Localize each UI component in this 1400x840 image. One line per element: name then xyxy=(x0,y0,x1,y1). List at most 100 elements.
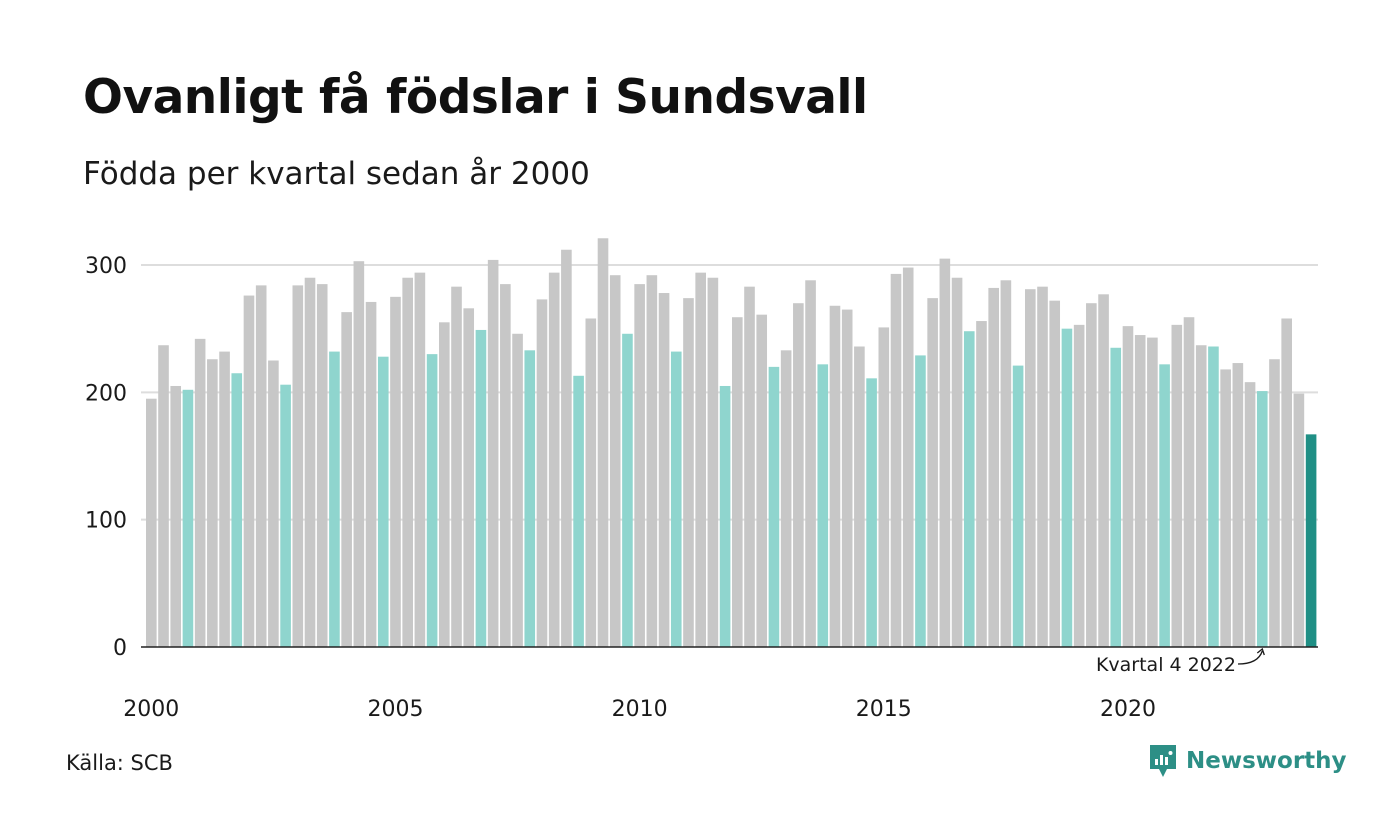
bar xyxy=(805,280,816,647)
bar xyxy=(597,238,609,647)
bar xyxy=(1134,335,1146,647)
y-tick-label: 100 xyxy=(85,509,127,534)
bar xyxy=(915,355,926,647)
bar xyxy=(194,338,206,647)
bar xyxy=(1000,280,1012,647)
bar xyxy=(1220,369,1231,647)
bar xyxy=(219,351,230,647)
y-tick-label: 300 xyxy=(85,254,127,279)
bar xyxy=(1281,318,1292,647)
bar xyxy=(707,277,719,647)
bar xyxy=(500,284,511,647)
source-note: Källa: SCB xyxy=(66,751,173,775)
bar xyxy=(1122,326,1134,647)
bar xyxy=(573,375,584,647)
bar xyxy=(732,317,743,647)
bar xyxy=(1086,303,1097,647)
bar xyxy=(1305,434,1317,647)
bar xyxy=(841,309,853,647)
bar xyxy=(292,285,304,647)
y-tick-label: 200 xyxy=(85,381,127,406)
bar xyxy=(426,354,438,647)
x-tick-label: 2005 xyxy=(367,697,423,722)
bar xyxy=(1098,294,1109,647)
x-tick-label: 2020 xyxy=(1100,697,1156,722)
y-tick-label: 0 xyxy=(113,636,127,661)
bar xyxy=(988,287,999,647)
bar xyxy=(1037,286,1048,647)
bar xyxy=(487,259,499,647)
bar xyxy=(524,350,536,647)
bar xyxy=(365,301,377,647)
bar xyxy=(951,277,963,647)
bar xyxy=(182,389,194,647)
bar xyxy=(1061,328,1073,647)
bar xyxy=(585,318,597,647)
bar xyxy=(646,275,658,647)
x-tick-label: 2000 xyxy=(123,697,179,722)
bar xyxy=(658,293,670,647)
bar xyxy=(158,345,169,647)
bar xyxy=(719,385,731,647)
bar xyxy=(695,272,706,647)
bar xyxy=(756,314,768,647)
x-tick-label: 2015 xyxy=(856,697,912,722)
bar xyxy=(1232,363,1244,647)
bar xyxy=(1293,393,1305,647)
bar xyxy=(927,298,938,647)
bar xyxy=(207,359,218,647)
x-tick-label: 2010 xyxy=(612,697,668,722)
bar xyxy=(170,385,182,647)
bar xyxy=(463,308,475,647)
bar xyxy=(622,333,633,647)
bar xyxy=(890,273,902,647)
brand-logo: Newsworthy xyxy=(1148,744,1347,778)
bar xyxy=(1171,324,1183,647)
bar xyxy=(402,277,413,647)
bar xyxy=(866,378,877,647)
bar xyxy=(1256,391,1268,647)
bar xyxy=(353,261,365,647)
bar xyxy=(744,286,755,647)
bar xyxy=(561,249,572,648)
bar xyxy=(1159,364,1170,647)
bar xyxy=(439,322,450,647)
brand-name: Newsworthy xyxy=(1186,748,1347,774)
bar xyxy=(329,351,340,647)
bar xyxy=(634,284,645,647)
bar xyxy=(231,373,243,647)
bar xyxy=(976,321,987,647)
bar xyxy=(1147,337,1158,647)
bar xyxy=(854,346,865,647)
bar xyxy=(377,356,389,647)
chart-subtitle: Födda per kvartal sedan år 2000 xyxy=(83,156,590,192)
bar xyxy=(341,312,352,647)
bar xyxy=(939,258,951,647)
bar xyxy=(768,366,780,647)
bar xyxy=(316,284,328,647)
bar xyxy=(304,277,316,647)
bar xyxy=(1025,289,1036,647)
bar xyxy=(609,275,621,647)
bar xyxy=(793,303,804,647)
newsworthy-logo-icon xyxy=(1150,745,1176,777)
bar xyxy=(878,327,890,647)
chart-title: Ovanligt få födslar i Sundsvall xyxy=(83,70,868,125)
annotation-label: Kvartal 4 2022 xyxy=(1096,654,1236,676)
bar xyxy=(475,329,487,647)
bar xyxy=(548,272,560,647)
bar xyxy=(451,286,462,647)
bar xyxy=(780,350,792,647)
bar xyxy=(1244,382,1256,647)
bar xyxy=(1195,345,1207,647)
bar xyxy=(146,398,157,647)
bar xyxy=(1183,317,1195,647)
annotation-arrowhead xyxy=(1256,647,1265,656)
bar xyxy=(1269,359,1280,647)
bar xyxy=(1012,365,1024,647)
bar-chart: 0 100 200 300 2000 2005 2010 2015 2020 Kvartal 4 … xyxy=(85,238,1318,722)
bar xyxy=(902,267,914,647)
bar xyxy=(670,351,682,647)
bar xyxy=(255,285,267,647)
bar xyxy=(243,295,255,647)
